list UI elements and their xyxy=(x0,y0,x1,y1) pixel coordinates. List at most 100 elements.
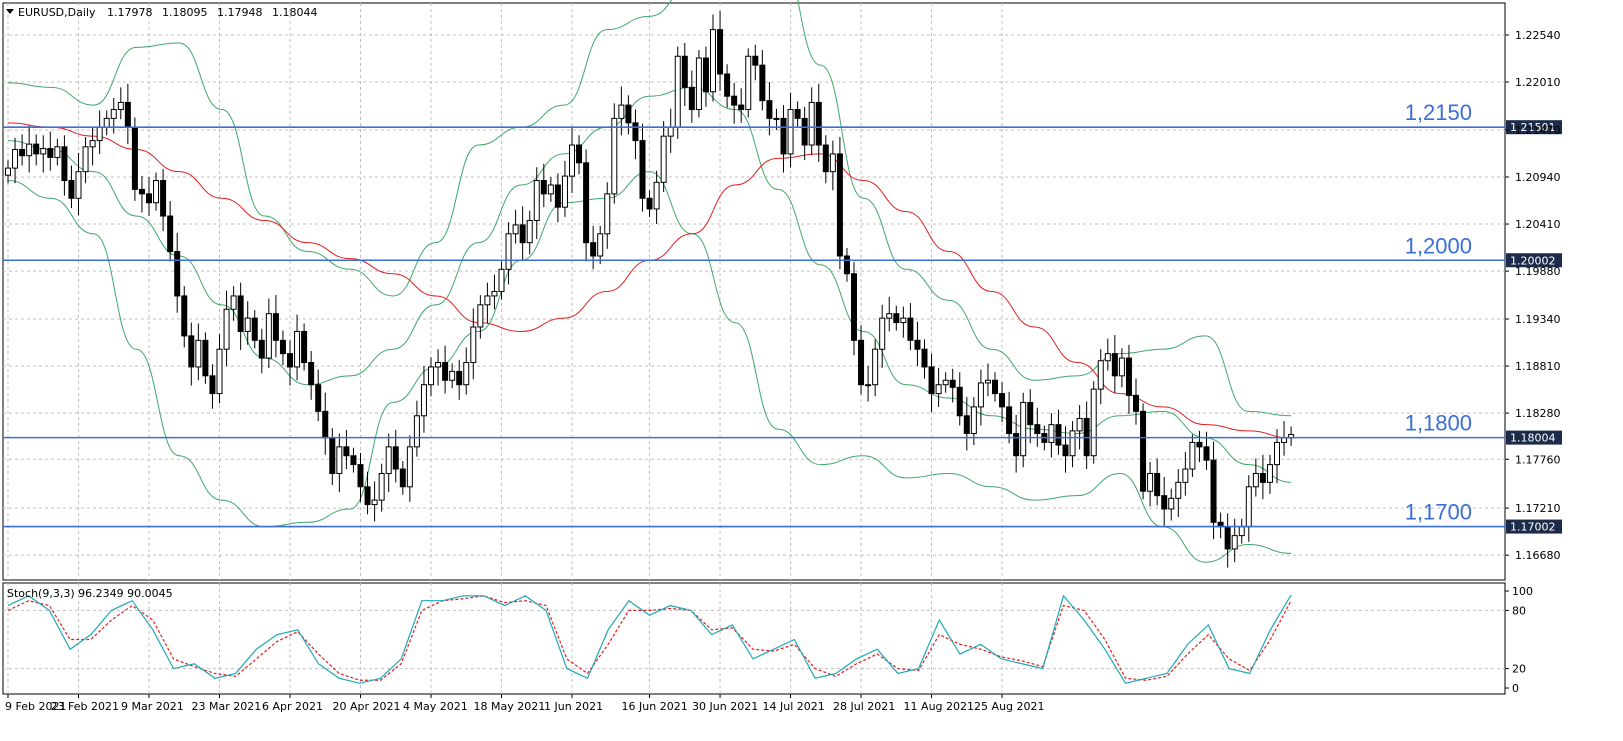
candle xyxy=(815,83,822,162)
candle xyxy=(554,173,561,223)
candle-body-down xyxy=(1161,495,1168,510)
candle xyxy=(822,135,829,184)
candle xyxy=(1140,403,1147,500)
candle xyxy=(1097,349,1104,405)
time-tick-label: 23 Feb 2021 xyxy=(51,700,119,713)
price-tick-label: 1.20410 xyxy=(1515,218,1561,231)
candle xyxy=(89,127,96,166)
candle-body-down xyxy=(181,295,188,337)
candle-body-up xyxy=(336,446,343,474)
candle-body-down xyxy=(731,95,738,106)
candle-body-down xyxy=(843,255,850,275)
candle xyxy=(237,282,244,351)
candle-body-down xyxy=(963,415,970,435)
candle xyxy=(1027,389,1034,444)
candle-body-down xyxy=(851,273,857,341)
candle xyxy=(1055,409,1062,455)
header-comma: , xyxy=(64,6,68,19)
candle xyxy=(1013,414,1020,473)
candle-body-down xyxy=(759,64,766,102)
time-tick-label: 23 Mar 2021 xyxy=(192,700,262,713)
candle xyxy=(963,397,970,451)
candle-body-up xyxy=(1097,360,1104,390)
candle xyxy=(865,366,872,402)
candle-body-down xyxy=(160,180,167,217)
candle xyxy=(1196,430,1203,462)
candle xyxy=(547,176,554,202)
candle-body-up xyxy=(900,317,907,324)
candle xyxy=(674,46,681,139)
candle-body-up xyxy=(1252,472,1259,488)
candle-body-down xyxy=(146,193,152,204)
candle-body-down xyxy=(717,29,724,75)
candle-body-down xyxy=(343,446,350,457)
price-tick-label: 1.22540 xyxy=(1515,29,1561,42)
candle xyxy=(519,206,526,260)
price-tick-label: 1.17210 xyxy=(1515,502,1561,515)
candle-body-down xyxy=(33,143,40,155)
candle-body-down xyxy=(540,180,547,195)
candle xyxy=(999,382,1006,422)
ohlc-close: 1.18044 xyxy=(272,6,318,19)
candle xyxy=(378,463,385,512)
candle-body-down xyxy=(174,251,181,297)
candle xyxy=(1175,469,1182,517)
candle xyxy=(399,461,406,495)
candle-body-up xyxy=(674,55,681,128)
candle xyxy=(153,172,160,211)
candle xyxy=(935,367,942,407)
candle xyxy=(646,190,653,217)
candle-body-up xyxy=(745,55,752,111)
candle-body-up xyxy=(1266,464,1273,483)
candle xyxy=(956,372,963,426)
candle xyxy=(808,87,815,155)
candle xyxy=(167,200,174,262)
stoch-grid xyxy=(3,583,1505,694)
candle xyxy=(33,134,40,166)
candle-body-down xyxy=(632,122,639,142)
candle xyxy=(463,347,470,395)
candle-body-down xyxy=(681,55,688,88)
dropdown-arrow-icon[interactable] xyxy=(6,9,14,14)
candle xyxy=(977,369,984,426)
candle xyxy=(350,447,357,473)
candle-body-up xyxy=(547,184,554,195)
candle-body-up xyxy=(611,117,618,195)
candle-body-up xyxy=(371,499,378,506)
candle-body-up xyxy=(89,140,96,148)
candle-body-up xyxy=(195,339,202,368)
candle-body-down xyxy=(1224,526,1231,550)
candle-body-up xyxy=(1069,430,1076,457)
candle xyxy=(420,366,427,433)
candle-body-down xyxy=(646,197,653,210)
candle xyxy=(406,435,413,502)
candle xyxy=(639,123,646,212)
candle xyxy=(12,137,19,184)
stochastic-lines xyxy=(7,594,1292,684)
price-axis: 1.22540 1.22010 1.21470 1.20940 1.20410 1.198… xyxy=(1505,29,1561,562)
stoch-tick-label: 0 xyxy=(1512,682,1519,695)
candle-body-down xyxy=(921,348,928,368)
candle xyxy=(907,303,914,351)
candle-body-down xyxy=(1203,446,1210,461)
candle xyxy=(660,121,667,193)
candle-body-up xyxy=(1231,535,1238,550)
level-price-label: 1.18004 xyxy=(1510,432,1556,445)
level-text: 1,1700 xyxy=(1405,500,1472,525)
candle-body-down xyxy=(456,370,463,386)
candle xyxy=(583,149,590,262)
candle xyxy=(202,332,209,384)
candle xyxy=(287,340,293,386)
time-tick-label: 1 Jun 2021 xyxy=(544,700,603,713)
candle-body-up xyxy=(695,57,702,111)
candle xyxy=(195,323,202,381)
stoch-pane xyxy=(2,582,1506,695)
candle-body-down xyxy=(858,339,865,386)
candle-body-up xyxy=(477,304,484,328)
candle xyxy=(385,433,392,493)
candle xyxy=(533,167,540,240)
time-tick-label: 20 Apr 2021 xyxy=(333,700,401,713)
candle xyxy=(442,345,449,394)
candle xyxy=(294,314,301,381)
candle xyxy=(921,339,928,379)
